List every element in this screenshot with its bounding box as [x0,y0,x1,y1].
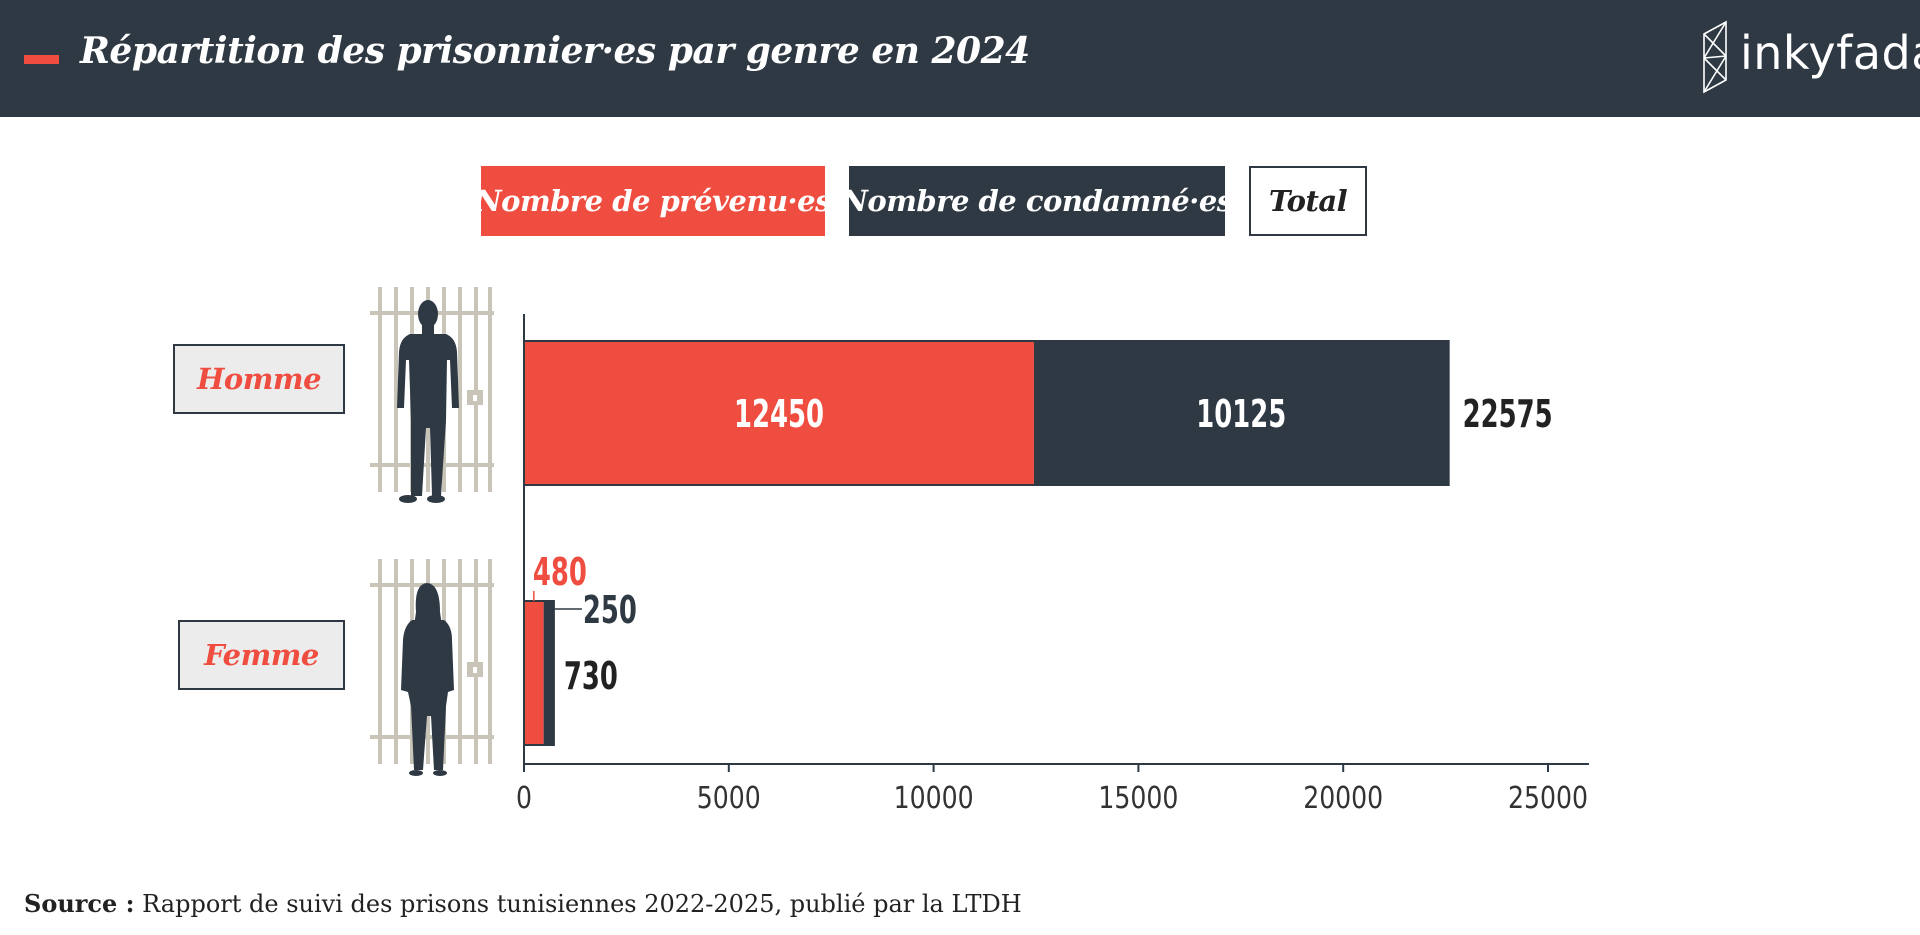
logo-wordmark: inkyfada [1740,26,1920,80]
x-tick-label: 5000 [697,781,761,816]
bar-homme-series-1 [1033,341,1449,485]
woman-cell-illustration [370,559,494,776]
bar-outline-femme [523,600,555,746]
legend-prevenus[interactable]: Nombre de prévenu·es [475,166,831,236]
inkyfada-logo[interactable]: inkyfada [1700,20,1920,98]
x-tick-label: 25000 [1508,781,1588,816]
source-note: Source : Rapport de suivi des prisons tu… [24,889,1022,918]
inkyfada-logo-icon [1703,20,1727,94]
total-label-femme: 730 [564,654,618,698]
stacked-bar-chart: 0 5000 10000 15000 20000 25000 12450 10125 2257… [370,287,1589,816]
category-label-femme: Femme [178,620,345,690]
bar-homme-series-0 [524,341,1034,485]
x-tick-label: 0 [516,781,532,816]
legend-total[interactable]: Total [1249,166,1367,236]
header-banner: Répartition des prisonnier·es par genre … [0,0,1920,117]
man-silhouette-icon [397,300,459,503]
bar-outline-homme [523,340,1450,486]
header-accent-bar [24,55,59,64]
page-title: Répartition des prisonnier·es par genre … [80,30,1030,72]
x-tick-label: 10000 [894,781,974,816]
data-label-femme-series-1: 250 [583,588,637,632]
data-label-femme-series-0: 480 [533,550,587,594]
bar-femme-series-0 [524,601,544,745]
data-label-homme-series-1: 10125 [1196,392,1286,436]
legend-condamnes[interactable]: Nombre de condamné·es [841,166,1233,236]
total-label-homme: 22575 [1463,392,1553,436]
woman-silhouette-icon [401,583,454,776]
category-label-homme: Homme [173,344,345,414]
man-cell-illustration [370,287,494,503]
x-tick-label: 15000 [1098,781,1178,816]
x-tick-label: 20000 [1303,781,1383,816]
data-label-homme-series-0: 12450 [734,392,824,436]
source-label: Source : [24,889,135,918]
source-text: Rapport de suivi des prisons tunisiennes… [142,890,1022,918]
bar-femme-series-1 [543,601,554,745]
